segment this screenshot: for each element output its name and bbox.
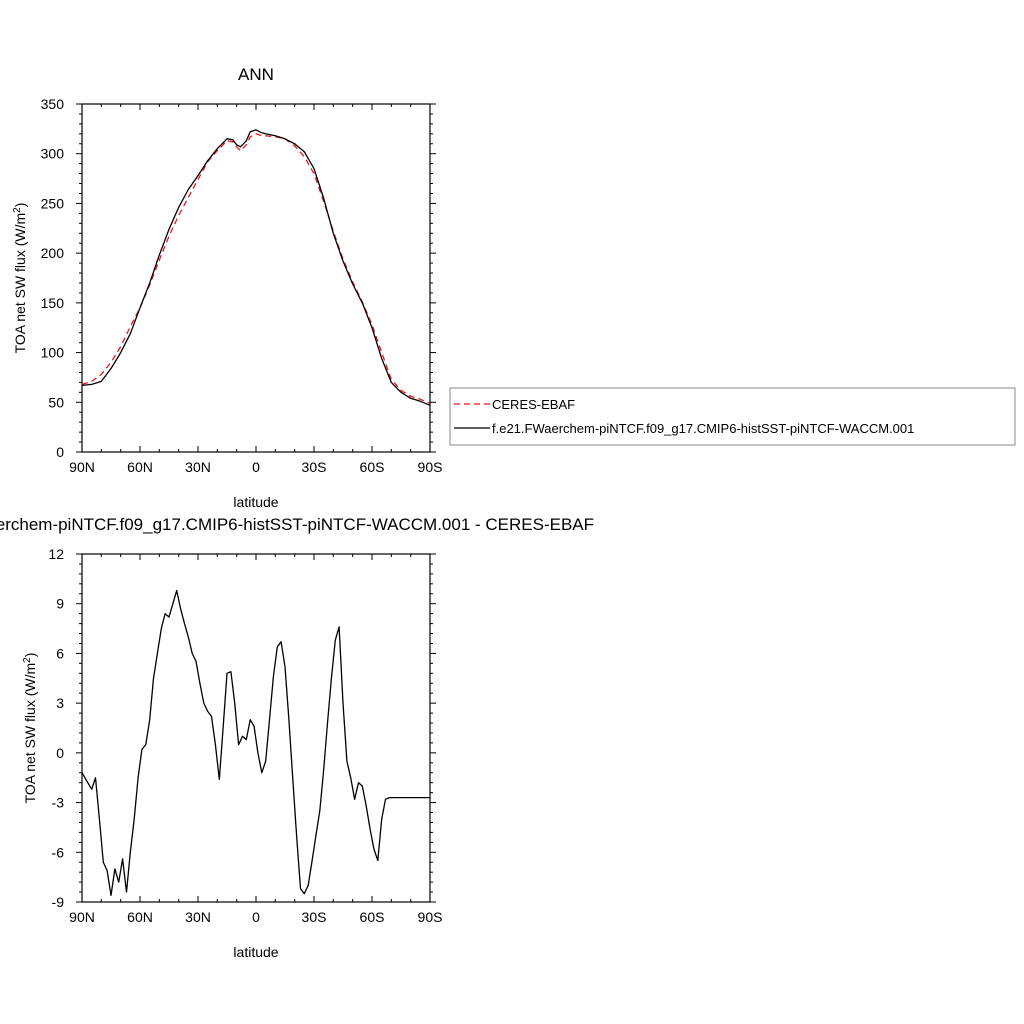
bottom-ytick-label: -6 <box>52 844 65 860</box>
top-xtick-label: 60S <box>360 459 385 475</box>
top-xtick-label: 90S <box>418 459 443 475</box>
top-panel-title: ANN <box>238 65 274 84</box>
bottom-plot-frame <box>81 553 431 903</box>
top-plot-frame <box>81 103 431 453</box>
bottom-xtick-label: 60N <box>127 909 153 925</box>
top-xtick-label: 60N <box>127 459 153 475</box>
top-axis-ticks: 90N 60N 30N 0 30S 60S 90S 0 50 100 150 200 250 300 350 <box>41 96 443 475</box>
bottom-xtick-label: 60S <box>360 909 385 925</box>
top-ytick-label: 100 <box>41 345 65 361</box>
legend-box <box>449 387 1016 446</box>
bottom-ytick-label: -9 <box>52 894 65 910</box>
legend-label-model: f.e21.FWaerchem-piNTCF.f09_g17.CMIP6-his… <box>492 421 914 436</box>
top-ytick-label: 250 <box>41 195 65 211</box>
top-ytick-label: 150 <box>41 295 65 311</box>
bottom-axis-ticks: 90N 60N 30N 0 30S 60S 90S -9 -6 -3 0 3 6 9 12 <box>48 546 442 925</box>
top-series-line-0 <box>81 133 431 404</box>
bottom-panel-title: f.e21.FWaerchem-piNTCF.f09_g17.CMIP6-his… <box>0 515 594 534</box>
bottom-series-line-0 <box>81 589 430 897</box>
top-xtick-label: 0 <box>252 459 260 475</box>
top-ytick-label: 50 <box>48 394 64 410</box>
top-ytick-label: 350 <box>41 96 65 112</box>
top-xtick-label: 30S <box>302 459 327 475</box>
bottom-ytick-label: 0 <box>56 745 64 761</box>
bottom-xtick-label: 30S <box>302 909 327 925</box>
bottom-ytick-label: 6 <box>56 645 64 661</box>
bottom-x-axis-label: latitude <box>233 944 278 960</box>
top-series-line-1 <box>81 129 431 406</box>
top-panel: ANN 90N 60N 30N 0 30S 60S 90S 0 50 100 150 200 250 30… <box>12 65 443 510</box>
bottom-y-axis-label: TOA net SW flux (W/m2) <box>22 653 39 804</box>
bottom-panel: f.e21.FWaerchem-piNTCF.f09_g17.CMIP6-his… <box>0 515 594 960</box>
bottom-ytick-label: 9 <box>56 596 64 612</box>
top-ytick-label: 200 <box>41 245 65 261</box>
legend: CERES-EBAF f.e21.FWaerchem-piNTCF.f09_g1… <box>449 387 1016 446</box>
bottom-xtick-label: 90N <box>69 909 95 925</box>
top-ytick-label: 0 <box>56 444 64 460</box>
top-xtick-label: 30N <box>185 459 211 475</box>
bottom-ytick-label: 3 <box>56 695 64 711</box>
bottom-xtick-label: 30N <box>185 909 211 925</box>
top-x-axis-label: latitude <box>233 494 278 510</box>
bottom-ytick-label: 12 <box>48 546 64 562</box>
bottom-xtick-label: 90S <box>418 909 443 925</box>
legend-label-ceres: CERES-EBAF <box>492 397 575 412</box>
top-y-axis-label: TOA net SW flux (W/m2) <box>12 203 29 354</box>
bottom-ytick-label: -3 <box>52 795 65 811</box>
bottom-series-lines <box>81 589 430 897</box>
top-ytick-label: 300 <box>41 146 65 162</box>
top-xtick-label: 90N <box>69 459 95 475</box>
top-series-lines <box>81 129 431 406</box>
bottom-xtick-label: 0 <box>252 909 260 925</box>
